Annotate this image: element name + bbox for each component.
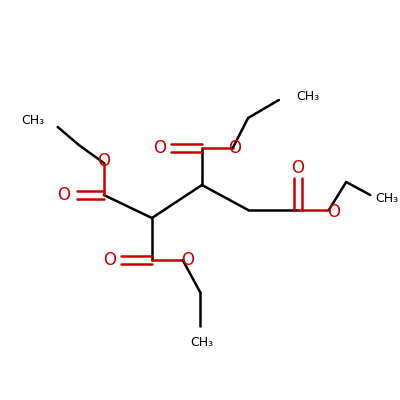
Text: O: O (228, 139, 241, 157)
Text: O: O (181, 251, 194, 269)
Text: CH₃: CH₃ (296, 90, 319, 104)
Text: CH₃: CH₃ (375, 192, 398, 204)
Text: O: O (292, 159, 304, 177)
Text: O: O (103, 251, 116, 269)
Text: CH₃: CH₃ (190, 336, 214, 348)
Text: O: O (153, 139, 166, 157)
Text: O: O (327, 203, 340, 221)
Text: O: O (57, 186, 70, 204)
Text: O: O (97, 152, 110, 170)
Text: CH₃: CH₃ (21, 114, 44, 128)
